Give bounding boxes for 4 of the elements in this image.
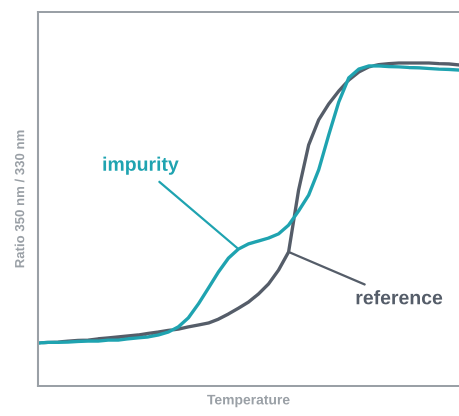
text: reference bbox=[356, 290, 442, 304]
text: impurity bbox=[103, 156, 179, 175]
x-axis-title: Temperature bbox=[207, 394, 290, 408]
y-axis-title: Ratio 350 nm / 330 nm bbox=[14, 130, 24, 268]
